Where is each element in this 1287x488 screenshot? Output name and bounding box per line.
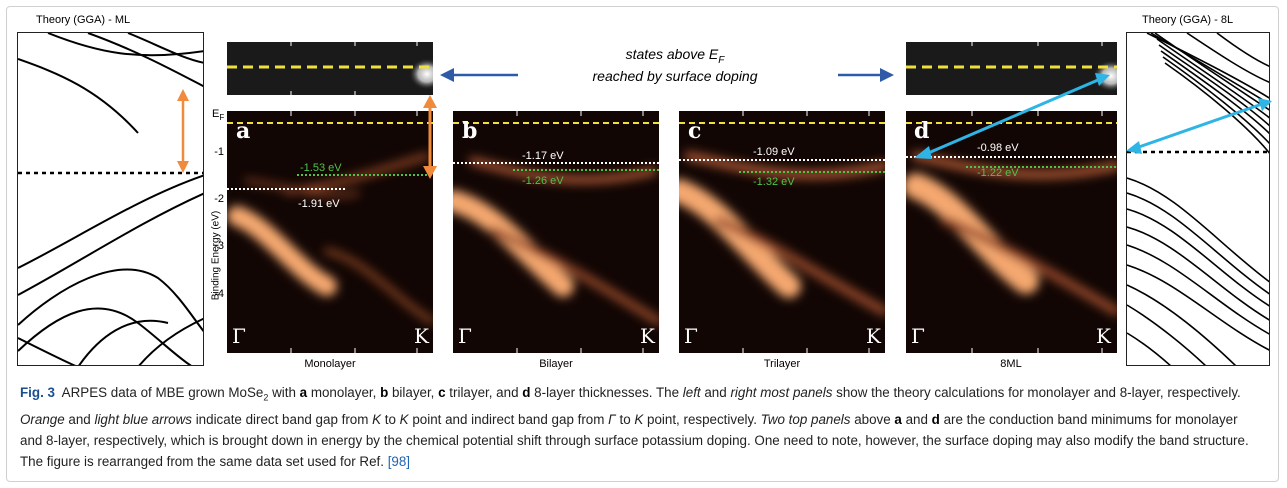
ev-white-d: -0.98 eV (977, 142, 1019, 154)
caption-sub: 2 (263, 392, 269, 403)
lightblue-arrow-8ml-head2 (1095, 73, 1110, 86)
panel-letter-c: c (688, 118, 702, 144)
caption-bold: d (931, 411, 940, 427)
arpes-panel-trilayer (679, 111, 885, 353)
lightblue-arrow-8ml (925, 78, 1099, 156)
gamma-symbol-b: Γ (458, 324, 472, 348)
y-tick-2: -2 (214, 193, 224, 205)
caption-bold: d (522, 385, 531, 400)
y-tick-1: -1 (214, 146, 224, 158)
caption-text: show the theory calculations for monolay… (832, 385, 1241, 400)
caption-italic: right most panels (730, 385, 833, 400)
caption-text: indicate direct band gap from (191, 411, 373, 427)
k-symbol-c: K (866, 324, 881, 348)
cbm-monolayer-image (227, 42, 433, 95)
panel-letter-a: a (236, 118, 251, 144)
caption-text: and (901, 411, 932, 427)
caption-italic: Γ (608, 411, 616, 427)
arpes-panel-bilayer (453, 111, 659, 353)
caption-text: monolayer, (307, 385, 381, 400)
blue-arrow-right-head (880, 68, 894, 82)
theory-right-title: Theory (GGA) - 8L (1142, 14, 1234, 26)
orange-arrow-top-head (423, 95, 437, 108)
caption-text: point and indirect band gap from (408, 411, 609, 427)
cbm-panel-monolayer (227, 42, 433, 95)
caption-text: and (64, 411, 95, 427)
figure-caption: Fig. 3 ARPES data of MBE grown MoSe2 wit… (20, 382, 1260, 472)
ev-white-b: -1.17 eV (522, 150, 564, 162)
caption-bold: c (438, 385, 446, 400)
arpes-monolayer-image (227, 111, 433, 353)
figure-frame (6, 6, 1279, 482)
theory-right-panel (1126, 32, 1270, 366)
sublabel-trilayer: Trilayer (763, 358, 801, 370)
theory-left-title: Theory (GGA) - ML (36, 14, 131, 26)
caption-bold: a (894, 411, 902, 427)
lightblue-arrow-theory-head2 (1258, 98, 1272, 111)
lightblue-arrow-theory (1135, 102, 1263, 150)
y-tick-4: -4 (214, 288, 224, 300)
gamma-symbol-d: Γ (911, 324, 925, 348)
caption-italic: K (399, 411, 409, 427)
k-symbol-a: K (414, 324, 429, 348)
caption-italic: K (634, 411, 644, 427)
blue-arrow-left-head (440, 68, 454, 82)
caption-italic: Orange (20, 411, 65, 427)
panel-letter-b: b (462, 118, 478, 144)
caption-text: above (850, 411, 895, 427)
ev-green-b: -1.26 eV (522, 175, 564, 187)
annotation-line-1: states above EF (625, 46, 725, 66)
ev-green-c: -1.32 eV (753, 176, 795, 188)
caption-text: point, respectively. (643, 411, 761, 427)
caption-italic: left (682, 385, 701, 400)
lightblue-arrow-8ml-head1 (914, 146, 932, 159)
caption-italic: Two top panels (760, 411, 851, 427)
ev-white-c: -1.09 eV (753, 146, 795, 158)
gamma-symbol-a: Γ (232, 324, 246, 348)
ev-green-a: -1.53 eV (300, 162, 342, 174)
arpes-panel-monolayer (227, 111, 433, 353)
reference-link[interactable]: [98] (387, 453, 411, 469)
k-symbol-d: K (1096, 324, 1111, 348)
caption-text: with (268, 385, 300, 400)
gamma-symbol-c: Γ (684, 324, 698, 348)
y-tick-3: -3 (214, 240, 224, 252)
caption-bold: a (299, 385, 308, 400)
caption-text: trilayer, and (445, 385, 523, 400)
caption-text: bilayer, (388, 385, 439, 400)
k-symbol-b: K (640, 324, 655, 348)
sublabel-monolayer: Monolayer (304, 358, 356, 370)
ef-label: EF (212, 108, 225, 123)
arpes-trilayer-image (679, 111, 885, 353)
caption-text: 8-layer thicknesses. The (530, 385, 683, 400)
caption-bold: b (380, 385, 389, 400)
ev-green-d: -1.22 eV (977, 167, 1019, 179)
arpes-bilayer-image (453, 111, 659, 353)
caption-italic: K (372, 411, 382, 427)
theory-left-bands (18, 33, 203, 365)
theory-left-panel (17, 32, 204, 366)
caption-text: ARPES data of MBE grown MoSe (61, 385, 264, 400)
caption-text: are the conduction band minimums for mon… (20, 411, 1249, 469)
arpes-8ml-image (906, 111, 1117, 353)
annotation-line-2: reached by surface doping (592, 68, 758, 84)
sublabel-8ml: 8ML (1000, 358, 1022, 370)
sublabel-bilayer: Bilayer (539, 358, 573, 370)
caption-text: to (381, 411, 400, 427)
caption-italic: light blue arrows (94, 411, 192, 427)
caption-label: Fig. 3 (20, 385, 55, 400)
arpes-panel-8ml (906, 111, 1117, 353)
lightblue-arrow-theory-head1 (1126, 141, 1142, 154)
panel-letter-d: d (914, 118, 930, 144)
ev-white-a: -1.91 eV (298, 198, 340, 210)
caption-text: to (615, 411, 635, 427)
caption-text: and (700, 385, 731, 400)
orange-arrow-bottom-head (423, 166, 437, 179)
